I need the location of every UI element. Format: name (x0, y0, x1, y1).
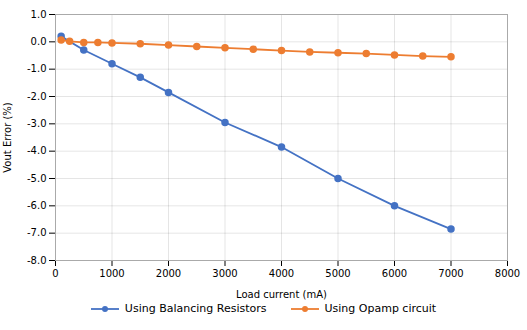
svg-text:2000: 2000 (156, 268, 181, 279)
svg-text:1000: 1000 (99, 268, 124, 279)
svg-text:3000: 3000 (212, 268, 237, 279)
svg-text:5000: 5000 (325, 268, 350, 279)
html-text:Using Opamp circuit: Using Opamp circuit (324, 302, 437, 315)
svg-text:1.0: 1.0 (31, 9, 47, 20)
svg-text:Vout Error (%): Vout Error (%) (2, 102, 13, 173)
svg-text:-8.0: -8.0 (27, 255, 47, 266)
html-text:Using Balancing Resistors: Using Balancing Resistors (124, 302, 267, 315)
svg-text:Load current (mA): Load current (mA) (236, 289, 327, 300)
svg-text:-3.0: -3.0 (27, 118, 47, 129)
svg-text:-4.0: -4.0 (27, 145, 47, 156)
svg-text:-7.0: -7.0 (27, 227, 47, 238)
svg-text:-1.0: -1.0 (27, 63, 47, 74)
svg-text:-2.0: -2.0 (27, 91, 47, 102)
svg-text:0.0: 0.0 (31, 36, 47, 47)
svg-text:8000: 8000 (495, 268, 520, 279)
svg-text:0: 0 (52, 268, 58, 279)
svg-text:-5.0: -5.0 (27, 173, 47, 184)
svg-text:7000: 7000 (438, 268, 463, 279)
svg-text:4000: 4000 (269, 268, 294, 279)
svg-text:-6.0: -6.0 (27, 200, 47, 211)
svg-text:6000: 6000 (382, 268, 407, 279)
